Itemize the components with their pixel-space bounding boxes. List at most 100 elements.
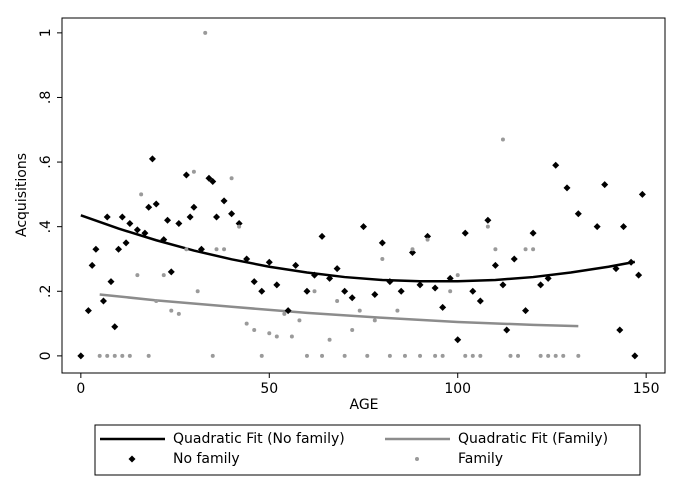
point — [522, 307, 530, 315]
point — [371, 291, 379, 299]
point — [476, 297, 484, 305]
point — [561, 353, 566, 358]
point — [552, 161, 560, 169]
point — [576, 353, 581, 358]
point — [574, 210, 582, 218]
point — [342, 353, 347, 358]
point — [397, 287, 405, 295]
point — [186, 213, 194, 221]
legend-label: Quadratic Fit (Family) — [458, 431, 608, 447]
point — [469, 287, 477, 295]
legend-key — [128, 455, 136, 463]
point — [378, 239, 386, 247]
point — [544, 274, 552, 282]
point — [191, 169, 196, 174]
point — [122, 239, 130, 247]
point — [222, 247, 227, 252]
point — [593, 223, 601, 231]
point — [416, 281, 424, 289]
point — [620, 223, 628, 231]
point — [243, 255, 251, 263]
point — [350, 328, 355, 333]
point — [169, 308, 174, 313]
point — [510, 255, 518, 263]
point — [292, 261, 300, 269]
point — [92, 245, 100, 253]
point — [141, 229, 149, 237]
point — [213, 213, 221, 221]
point — [631, 352, 639, 360]
point — [333, 265, 341, 273]
point — [154, 298, 159, 303]
point — [531, 247, 536, 252]
point — [326, 274, 334, 282]
legend-label: Family — [458, 451, 503, 467]
point — [237, 224, 242, 229]
point — [77, 352, 85, 360]
y-tick-label: 1 — [38, 28, 54, 37]
point — [182, 171, 190, 179]
point — [387, 353, 392, 358]
point — [115, 245, 123, 253]
point — [348, 294, 356, 302]
point — [148, 155, 156, 163]
point — [553, 353, 558, 358]
point — [638, 190, 646, 198]
point — [146, 353, 151, 358]
point — [244, 321, 249, 326]
point — [463, 353, 468, 358]
point — [303, 287, 311, 295]
point — [184, 247, 189, 252]
point — [485, 224, 490, 229]
point — [284, 307, 292, 315]
point — [455, 273, 460, 278]
point — [616, 326, 624, 334]
point — [176, 311, 181, 316]
point — [335, 298, 340, 303]
point — [229, 176, 234, 181]
point — [220, 197, 228, 205]
point — [297, 318, 302, 323]
point — [563, 184, 571, 192]
point — [538, 353, 543, 358]
point — [439, 303, 447, 311]
point — [516, 353, 521, 358]
point — [327, 337, 332, 342]
y-tick-label: 0 — [38, 351, 54, 360]
point — [508, 353, 513, 358]
point — [252, 328, 257, 333]
point — [267, 331, 272, 336]
point — [461, 229, 469, 237]
point — [627, 258, 635, 266]
point — [195, 289, 200, 294]
point — [386, 278, 394, 286]
point — [320, 353, 325, 358]
point — [133, 226, 141, 234]
point — [152, 200, 160, 208]
point — [500, 137, 505, 142]
point — [209, 177, 217, 185]
point — [105, 353, 110, 358]
point — [424, 232, 432, 240]
point — [111, 323, 119, 331]
point — [601, 181, 609, 189]
point — [493, 247, 498, 252]
point — [341, 287, 349, 295]
point — [478, 353, 483, 358]
point — [357, 308, 362, 313]
y-tick-label: .6 — [38, 155, 54, 168]
point — [365, 353, 370, 358]
point — [612, 265, 620, 273]
point — [164, 216, 172, 224]
point — [273, 281, 281, 289]
point — [360, 223, 367, 231]
x-tick-label: 150 — [633, 381, 660, 397]
point — [120, 353, 125, 358]
legend-key — [415, 457, 419, 461]
point — [484, 216, 492, 224]
point — [537, 281, 545, 289]
y-axis-label: Acquisitions — [14, 153, 30, 237]
point — [311, 271, 319, 279]
